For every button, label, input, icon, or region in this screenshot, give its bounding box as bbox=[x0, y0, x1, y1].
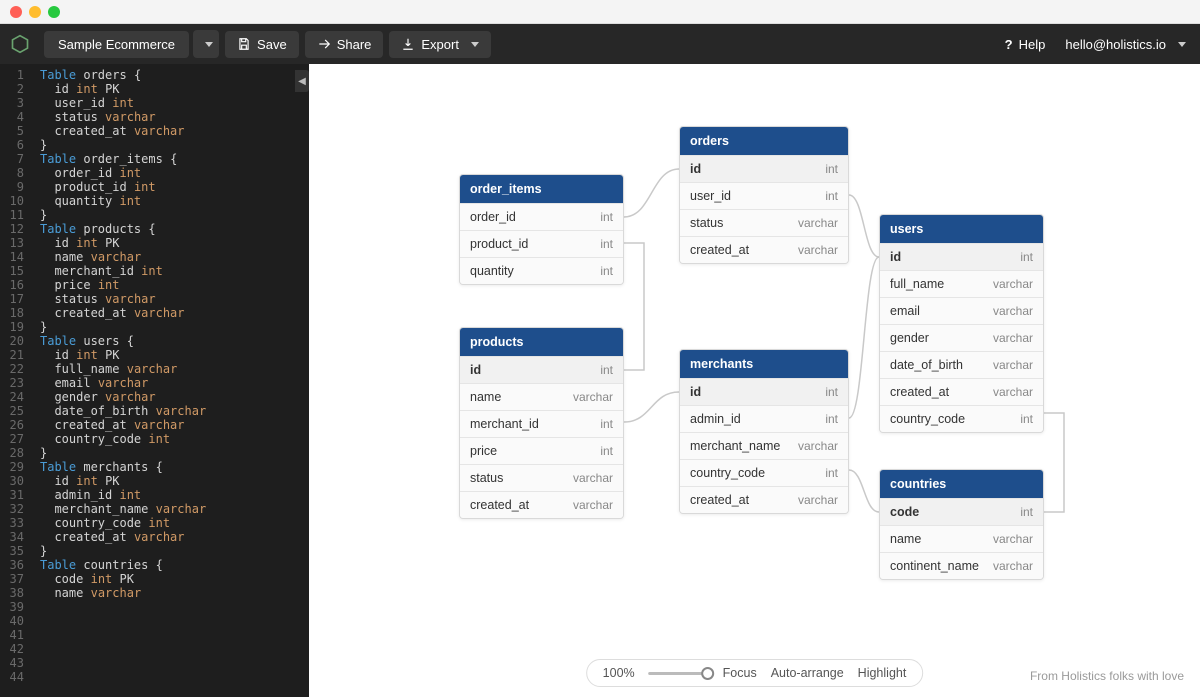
credit-text: From Holistics folks with love bbox=[1030, 669, 1184, 683]
table-column[interactable]: order_idint bbox=[460, 203, 623, 230]
table-orders[interactable]: ordersidintuser_idintstatusvarcharcreate… bbox=[679, 126, 849, 264]
table-products[interactable]: productsidintnamevarcharmerchant_idintpr… bbox=[459, 327, 624, 519]
help-icon: ? bbox=[1005, 37, 1013, 52]
table-column[interactable]: codeint bbox=[880, 498, 1043, 525]
table-header[interactable]: products bbox=[460, 328, 623, 356]
table-column[interactable]: created_atvarchar bbox=[680, 236, 848, 263]
share-button[interactable]: Share bbox=[305, 31, 384, 58]
table-column[interactable]: merchant_idint bbox=[460, 410, 623, 437]
table-header[interactable]: orders bbox=[680, 127, 848, 155]
table-column[interactable]: statusvarchar bbox=[680, 209, 848, 236]
table-column[interactable]: gendervarchar bbox=[880, 324, 1043, 351]
table-column[interactable]: full_namevarchar bbox=[880, 270, 1043, 297]
hexagon-icon bbox=[10, 34, 30, 54]
project-name: Sample Ecommerce bbox=[58, 37, 175, 52]
share-icon bbox=[317, 37, 331, 51]
topbar: Sample Ecommerce Save Share Export ? Hel… bbox=[0, 24, 1200, 64]
minimize-dot[interactable] bbox=[29, 6, 41, 18]
export-icon bbox=[401, 37, 415, 51]
window-chrome bbox=[0, 0, 1200, 24]
table-column[interactable]: idint bbox=[680, 155, 848, 182]
table-column[interactable]: statusvarchar bbox=[460, 464, 623, 491]
table-users[interactable]: usersidintfull_namevarcharemailvarcharge… bbox=[879, 214, 1044, 433]
table-column[interactable]: namevarchar bbox=[460, 383, 623, 410]
table-column[interactable]: user_idint bbox=[680, 182, 848, 209]
table-column[interactable]: priceint bbox=[460, 437, 623, 464]
table-header[interactable]: users bbox=[880, 215, 1043, 243]
save-icon bbox=[237, 37, 251, 51]
main-split: 1234567891011121314151617181920212223242… bbox=[0, 64, 1200, 697]
table-countries[interactable]: countriescodeintnamevarcharcontinent_nam… bbox=[879, 469, 1044, 580]
zoom-dot[interactable] bbox=[48, 6, 60, 18]
close-dot[interactable] bbox=[10, 6, 22, 18]
diagram-canvas[interactable]: 100% Focus Auto-arrange Highlight From H… bbox=[309, 64, 1200, 697]
account-email: hello@holistics.io bbox=[1065, 37, 1166, 52]
table-header[interactable]: merchants bbox=[680, 350, 848, 378]
code-editor[interactable]: 1234567891011121314151617181920212223242… bbox=[0, 64, 295, 697]
project-dropdown[interactable] bbox=[193, 30, 219, 58]
table-column[interactable]: created_atvarchar bbox=[680, 486, 848, 513]
table-header[interactable]: countries bbox=[880, 470, 1043, 498]
table-column[interactable]: created_atvarchar bbox=[460, 491, 623, 518]
line-gutter: 1234567891011121314151617181920212223242… bbox=[0, 64, 30, 684]
table-column[interactable]: quantityint bbox=[460, 257, 623, 284]
autoarrange-button[interactable]: Auto-arrange bbox=[771, 666, 844, 680]
table-column[interactable]: idint bbox=[680, 378, 848, 405]
help-label: Help bbox=[1019, 37, 1046, 52]
table-column[interactable]: country_codeint bbox=[680, 459, 848, 486]
save-button[interactable]: Save bbox=[225, 31, 299, 58]
focus-button[interactable]: Focus bbox=[723, 666, 757, 680]
table-column[interactable]: idint bbox=[460, 356, 623, 383]
table-column[interactable]: product_idint bbox=[460, 230, 623, 257]
collapse-gutter: ◀ bbox=[295, 64, 309, 697]
help-button[interactable]: ? Help bbox=[1005, 37, 1046, 52]
zoom-label: 100% bbox=[603, 666, 635, 680]
table-column[interactable]: continent_namevarchar bbox=[880, 552, 1043, 579]
app-logo[interactable] bbox=[0, 24, 40, 64]
table-column[interactable]: merchant_namevarchar bbox=[680, 432, 848, 459]
table-order_items[interactable]: order_itemsorder_idintproduct_idintquant… bbox=[459, 174, 624, 285]
table-column[interactable]: date_of_birthvarchar bbox=[880, 351, 1043, 378]
table-header[interactable]: order_items bbox=[460, 175, 623, 203]
code-content[interactable]: Table orders { id int PK user_id int sta… bbox=[40, 68, 206, 600]
zoom-slider[interactable] bbox=[649, 672, 709, 675]
account-menu[interactable]: hello@holistics.io bbox=[1065, 37, 1186, 52]
share-label: Share bbox=[337, 37, 372, 52]
project-select[interactable]: Sample Ecommerce bbox=[44, 31, 189, 58]
table-column[interactable]: created_atvarchar bbox=[880, 378, 1043, 405]
save-label: Save bbox=[257, 37, 287, 52]
table-column[interactable]: country_codeint bbox=[880, 405, 1043, 432]
table-column[interactable]: namevarchar bbox=[880, 525, 1043, 552]
table-column[interactable]: emailvarchar bbox=[880, 297, 1043, 324]
export-button[interactable]: Export bbox=[389, 31, 491, 58]
highlight-button[interactable]: Highlight bbox=[858, 666, 907, 680]
collapse-editor-button[interactable]: ◀ bbox=[295, 70, 309, 92]
table-column[interactable]: idint bbox=[880, 243, 1043, 270]
table-column[interactable]: admin_idint bbox=[680, 405, 848, 432]
export-label: Export bbox=[421, 37, 459, 52]
canvas-toolbar: 100% Focus Auto-arrange Highlight bbox=[586, 659, 924, 687]
table-merchants[interactable]: merchantsidintadmin_idintmerchant_nameva… bbox=[679, 349, 849, 514]
